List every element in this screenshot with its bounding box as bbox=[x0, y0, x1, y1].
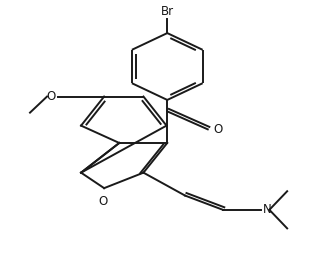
Text: O: O bbox=[46, 90, 56, 103]
Text: Br: Br bbox=[161, 5, 174, 18]
Text: O: O bbox=[214, 123, 223, 136]
Text: O: O bbox=[99, 195, 108, 208]
Text: N: N bbox=[263, 203, 271, 216]
